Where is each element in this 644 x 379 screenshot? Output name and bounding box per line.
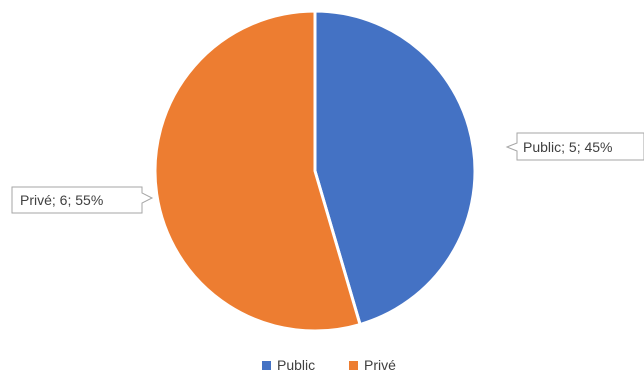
legend-label-prive: Privé [364,357,396,373]
legend: Public Privé [262,357,396,373]
legend-item-public: Public [262,357,315,373]
pie-slices [153,9,477,333]
data-label-public-box [505,132,644,161]
legend-swatch-public [262,361,271,370]
pie-slice-prive [153,9,362,333]
legend-item-prive: Privé [349,357,396,373]
legend-label-public: Public [277,357,315,373]
legend-swatch-prive [349,361,358,370]
pie-slice-public [313,9,477,327]
data-label-prive-box [11,186,154,214]
data-label-prive: Privé; 6; 55% [20,192,103,208]
data-label-public: Public; 5; 45% [523,139,613,155]
data-label-prive-callout: Privé; 6; 55% [11,186,154,214]
data-label-public-callout: Public; 5; 45% [505,132,644,161]
data-label-callouts: Public; 5; 45% Privé; 6; 55% [11,132,644,214]
